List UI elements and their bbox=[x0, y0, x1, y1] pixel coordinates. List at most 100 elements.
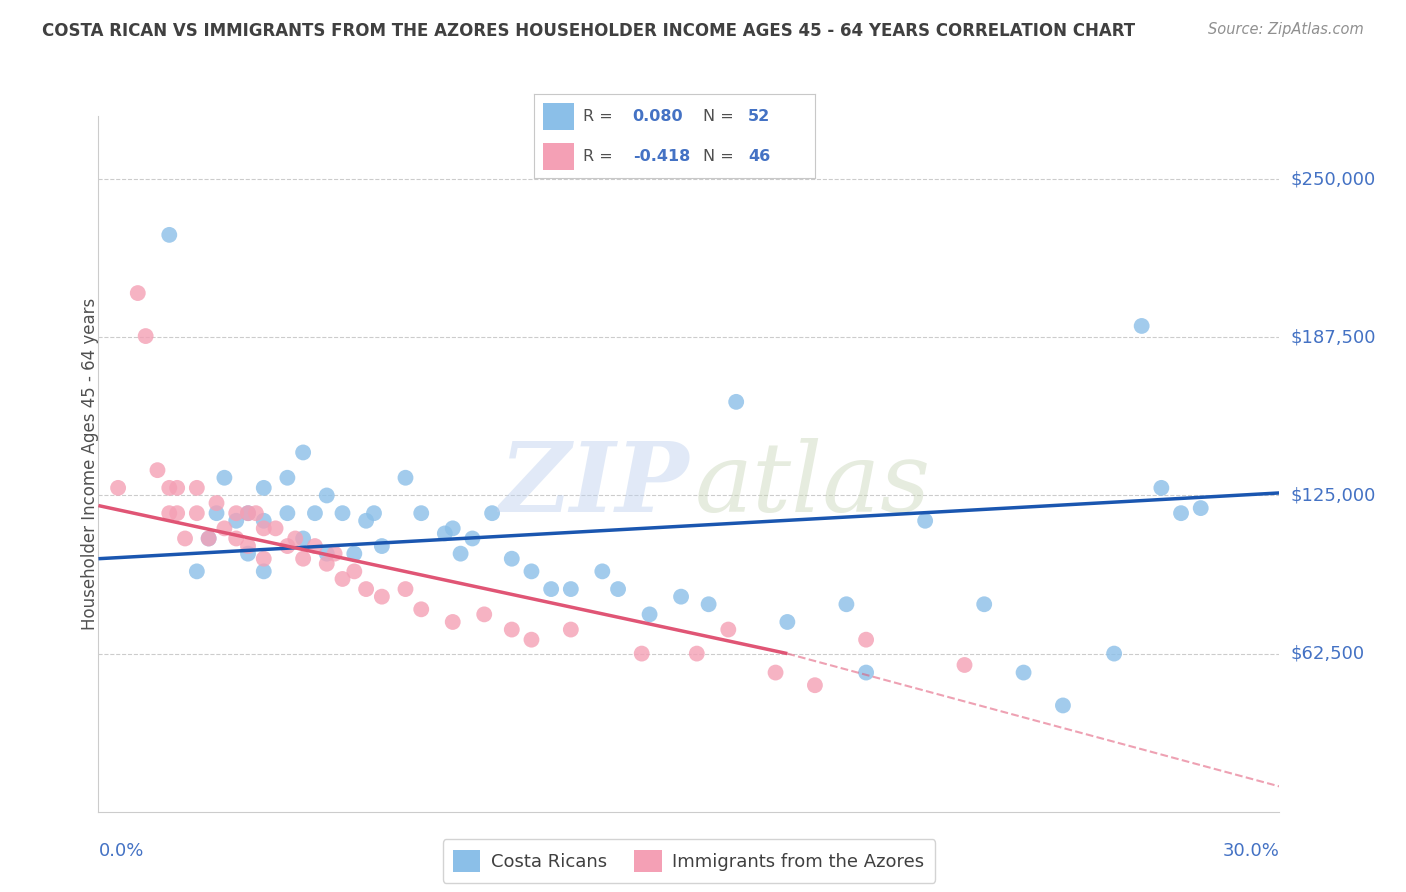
Point bbox=[276, 539, 298, 553]
Point bbox=[441, 615, 464, 629]
Point bbox=[363, 506, 385, 520]
Point bbox=[284, 532, 307, 546]
Point bbox=[472, 607, 495, 622]
Point bbox=[394, 471, 416, 485]
Point bbox=[292, 445, 315, 459]
Point bbox=[1012, 665, 1035, 680]
Point bbox=[332, 506, 354, 520]
Point bbox=[1130, 318, 1153, 333]
Point bbox=[292, 532, 315, 546]
Point bbox=[501, 551, 523, 566]
Text: $125,000: $125,000 bbox=[1291, 486, 1376, 505]
Point bbox=[835, 597, 858, 611]
Point bbox=[323, 547, 346, 561]
Point bbox=[157, 506, 180, 520]
Point bbox=[205, 506, 228, 520]
Point bbox=[765, 665, 787, 680]
Point bbox=[607, 582, 630, 596]
Point bbox=[157, 227, 180, 242]
Point bbox=[717, 623, 740, 637]
Point bbox=[411, 602, 433, 616]
Point bbox=[186, 506, 208, 520]
Point bbox=[186, 481, 208, 495]
Point bbox=[135, 329, 157, 343]
Legend: Costa Ricans, Immigrants from the Azores: Costa Ricans, Immigrants from the Azores bbox=[443, 839, 935, 883]
Point bbox=[292, 551, 315, 566]
Text: 0.0%: 0.0% bbox=[98, 842, 143, 860]
Point bbox=[501, 623, 523, 637]
Text: R =: R = bbox=[583, 149, 619, 164]
Point bbox=[343, 565, 366, 579]
Point bbox=[245, 506, 267, 520]
Point bbox=[953, 657, 976, 672]
Point bbox=[804, 678, 827, 692]
Point bbox=[304, 539, 326, 553]
Point bbox=[725, 395, 748, 409]
Point bbox=[394, 582, 416, 596]
Point bbox=[591, 565, 613, 579]
Point bbox=[146, 463, 169, 477]
Text: 0.080: 0.080 bbox=[633, 109, 683, 124]
Text: -0.418: -0.418 bbox=[633, 149, 690, 164]
Point bbox=[225, 532, 247, 546]
Text: COSTA RICAN VS IMMIGRANTS FROM THE AZORES HOUSEHOLDER INCOME AGES 45 - 64 YEARS : COSTA RICAN VS IMMIGRANTS FROM THE AZORE… bbox=[42, 22, 1135, 40]
Point bbox=[371, 590, 394, 604]
Point bbox=[315, 557, 337, 571]
Point bbox=[411, 506, 433, 520]
Point bbox=[186, 565, 208, 579]
Text: N =: N = bbox=[703, 149, 740, 164]
Bar bbox=[543, 143, 574, 169]
Point bbox=[214, 521, 236, 535]
Point bbox=[236, 506, 259, 520]
Point bbox=[441, 521, 464, 535]
Point bbox=[253, 521, 276, 535]
Point bbox=[560, 623, 582, 637]
Text: 52: 52 bbox=[748, 109, 770, 124]
Point bbox=[253, 514, 276, 528]
Point bbox=[1170, 506, 1192, 520]
Point bbox=[1052, 698, 1074, 713]
Point bbox=[304, 506, 326, 520]
Text: atlas: atlas bbox=[695, 438, 931, 532]
Point bbox=[276, 471, 298, 485]
Point bbox=[225, 514, 247, 528]
Point bbox=[127, 286, 149, 301]
Point bbox=[236, 539, 259, 553]
Point bbox=[332, 572, 354, 586]
Point bbox=[236, 506, 259, 520]
Point bbox=[253, 481, 276, 495]
Point bbox=[461, 532, 484, 546]
Point bbox=[669, 590, 692, 604]
Point bbox=[855, 665, 877, 680]
Point bbox=[166, 506, 188, 520]
Point bbox=[107, 481, 129, 495]
Point bbox=[686, 647, 709, 661]
Point bbox=[354, 582, 377, 596]
Point bbox=[343, 547, 366, 561]
Point bbox=[855, 632, 877, 647]
Point bbox=[166, 481, 188, 495]
Text: 30.0%: 30.0% bbox=[1223, 842, 1279, 860]
Point bbox=[236, 547, 259, 561]
Point bbox=[253, 565, 276, 579]
Point bbox=[1102, 647, 1125, 661]
Point bbox=[973, 597, 995, 611]
Point bbox=[697, 597, 720, 611]
Point bbox=[450, 547, 472, 561]
Point bbox=[630, 647, 652, 661]
Point bbox=[481, 506, 503, 520]
Point bbox=[433, 526, 456, 541]
Point bbox=[157, 481, 180, 495]
Point bbox=[540, 582, 562, 596]
Point bbox=[214, 471, 236, 485]
Point bbox=[315, 547, 337, 561]
Text: $187,500: $187,500 bbox=[1291, 328, 1376, 346]
Point bbox=[197, 532, 219, 546]
Point bbox=[914, 514, 936, 528]
Point bbox=[225, 506, 247, 520]
Text: ZIP: ZIP bbox=[499, 438, 689, 532]
Text: $250,000: $250,000 bbox=[1291, 170, 1376, 188]
Text: 46: 46 bbox=[748, 149, 770, 164]
Text: N =: N = bbox=[703, 109, 740, 124]
Point bbox=[371, 539, 394, 553]
